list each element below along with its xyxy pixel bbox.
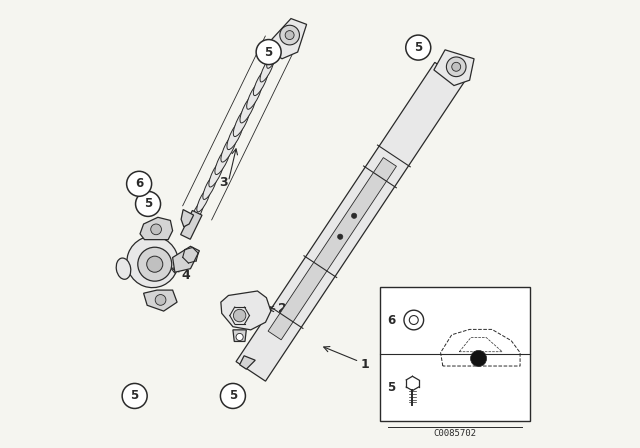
Circle shape [406, 35, 431, 60]
Polygon shape [140, 217, 173, 240]
Text: 5: 5 [228, 389, 237, 402]
Text: 5: 5 [264, 46, 273, 59]
Circle shape [410, 315, 419, 324]
Text: 5: 5 [414, 41, 422, 54]
Ellipse shape [234, 106, 250, 137]
Text: 4: 4 [182, 269, 190, 282]
Polygon shape [268, 158, 396, 340]
Polygon shape [173, 246, 200, 272]
Polygon shape [143, 290, 177, 311]
Ellipse shape [273, 31, 286, 55]
Circle shape [351, 213, 357, 219]
Ellipse shape [227, 120, 244, 150]
Polygon shape [180, 211, 202, 239]
Ellipse shape [246, 82, 262, 109]
Text: 3: 3 [220, 177, 228, 190]
Polygon shape [236, 62, 464, 381]
Ellipse shape [203, 174, 217, 199]
Text: 5: 5 [144, 198, 152, 211]
Circle shape [220, 383, 245, 409]
Ellipse shape [191, 201, 204, 224]
Polygon shape [264, 18, 307, 59]
Circle shape [234, 309, 246, 322]
Text: 1: 1 [360, 358, 369, 371]
Circle shape [446, 57, 466, 77]
Circle shape [337, 234, 343, 239]
Circle shape [151, 224, 161, 235]
Polygon shape [221, 291, 271, 330]
Circle shape [138, 247, 172, 281]
Circle shape [404, 310, 424, 330]
Text: 6: 6 [387, 314, 396, 327]
Ellipse shape [240, 94, 256, 123]
Ellipse shape [197, 188, 211, 212]
Circle shape [147, 256, 163, 272]
Circle shape [280, 25, 300, 45]
Circle shape [127, 171, 152, 196]
Ellipse shape [221, 133, 237, 162]
FancyBboxPatch shape [380, 287, 530, 421]
Ellipse shape [260, 56, 274, 82]
Text: 5: 5 [131, 389, 139, 402]
Circle shape [470, 350, 486, 366]
Polygon shape [434, 50, 474, 86]
Polygon shape [233, 330, 246, 341]
Ellipse shape [127, 236, 178, 288]
Text: 5: 5 [387, 380, 396, 393]
Circle shape [256, 39, 281, 65]
Polygon shape [181, 210, 194, 227]
Circle shape [122, 383, 147, 409]
Ellipse shape [253, 69, 268, 95]
Ellipse shape [116, 258, 131, 279]
Text: C0085702: C0085702 [433, 429, 477, 438]
Polygon shape [239, 356, 255, 369]
Text: 6: 6 [135, 177, 143, 190]
Circle shape [136, 191, 161, 216]
Circle shape [452, 62, 461, 71]
Text: 2: 2 [278, 302, 287, 315]
Ellipse shape [215, 146, 230, 175]
Ellipse shape [209, 160, 223, 187]
Circle shape [156, 295, 166, 305]
Ellipse shape [267, 44, 280, 68]
Circle shape [236, 333, 243, 340]
Circle shape [285, 30, 294, 39]
